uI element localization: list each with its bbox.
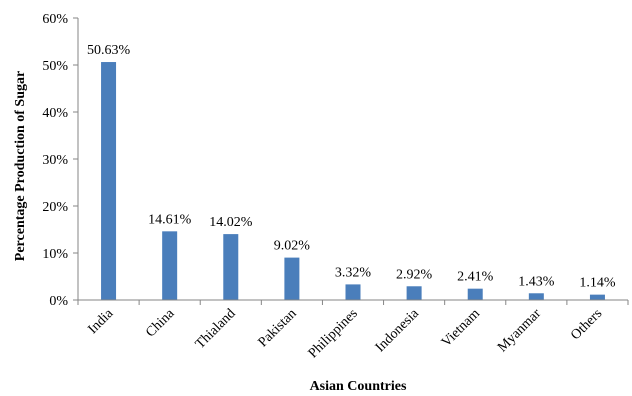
y-axis-ticks <box>73 17 78 301</box>
bar-india <box>101 62 117 300</box>
bar-pakistan <box>284 257 300 300</box>
y-axis-tick-label: 30% <box>42 153 68 168</box>
x-axis-tick-label-indonesia: Indonesia <box>373 306 423 356</box>
x-axis-tick-labels: India China Thialand Pakistan Philippines Ind… <box>85 306 605 362</box>
y-axis-tick-labels: 0% 10% 20% 30% 40% 50% 60% <box>42 12 68 309</box>
bar-vietnam <box>467 288 483 300</box>
y-axis-tick-label: 60% <box>42 12 68 27</box>
data-label-myanmar: 1.43% <box>518 274 555 289</box>
y-axis-tick-label: 20% <box>42 200 68 215</box>
bar-others <box>589 294 605 300</box>
x-axis-tick-label-pakistan: Pakistan <box>256 306 300 350</box>
data-label-india: 50.63% <box>87 43 131 58</box>
bars <box>101 62 605 300</box>
bar-china <box>162 231 178 300</box>
x-axis-tick-label-china: China <box>143 306 178 341</box>
y-axis-tick-label: 50% <box>42 59 68 74</box>
data-labels: 50.63% 14.61% 14.02% 9.02% 3.32% 2.92% 2.41% 1.… <box>87 43 616 291</box>
x-axis-tick-label-others: Others <box>568 306 605 343</box>
y-axis-title: Percentage Production of Sugar <box>13 71 28 261</box>
y-axis-tick-label: 0% <box>49 294 68 309</box>
x-axis-tick-label-vietnam: Vietnam <box>439 306 483 350</box>
x-axis-title: Asian Countries <box>310 379 407 394</box>
data-label-indonesia: 2.92% <box>396 267 433 282</box>
data-label-philippines: 3.32% <box>335 265 372 280</box>
x-axis-tick-label-philippines: Philippines <box>306 306 361 361</box>
data-label-thialand: 14.02% <box>209 215 253 230</box>
data-label-vietnam: 2.41% <box>457 270 494 285</box>
bar-philippines <box>345 284 361 300</box>
data-label-others: 1.14% <box>579 276 616 291</box>
bar-indonesia <box>406 286 422 300</box>
x-axis-tick-label-thialand: Thialand <box>193 306 239 352</box>
x-axis-tick-label-myanmar: Myanmar <box>495 306 544 355</box>
bar-thialand <box>223 234 239 300</box>
bar-myanmar <box>528 293 544 300</box>
x-axis-tick-label-india: India <box>85 306 117 338</box>
x-axis-ticks <box>77 300 629 305</box>
data-label-china: 14.61% <box>148 212 192 227</box>
y-axis-tick-label: 40% <box>42 106 68 121</box>
y-axis-tick-label: 10% <box>42 247 68 262</box>
data-label-pakistan: 9.02% <box>274 239 311 254</box>
